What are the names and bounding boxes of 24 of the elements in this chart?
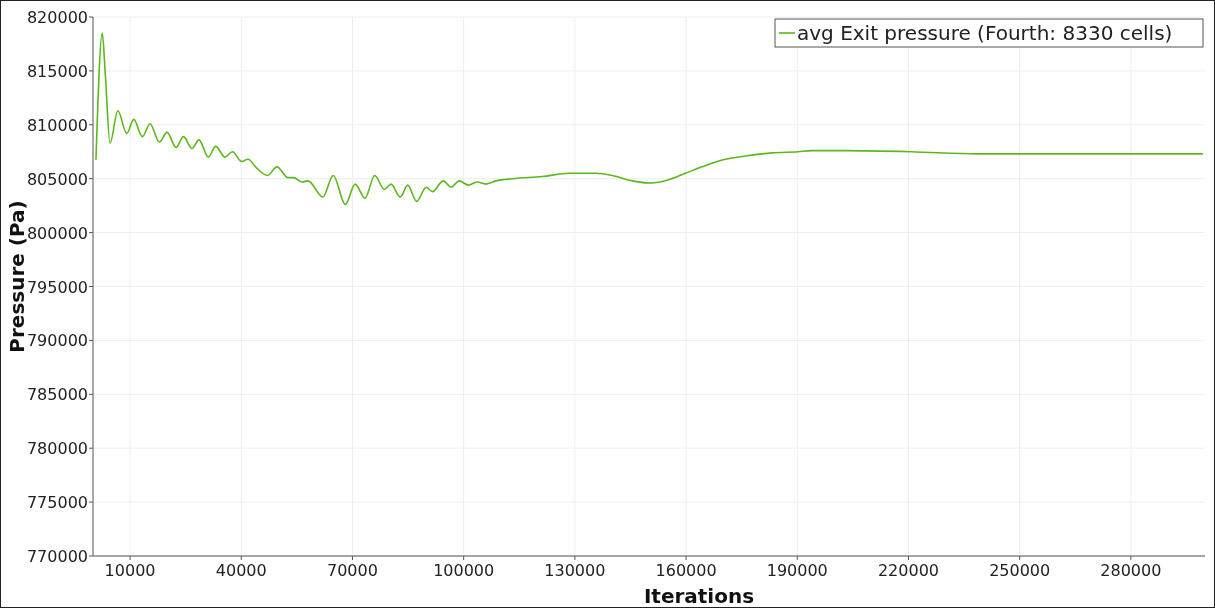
- x-tick-label: 40000: [215, 561, 267, 580]
- x-tick-label: 70000: [327, 561, 378, 580]
- y-tick-label: 795000: [26, 277, 88, 297]
- x-tick-label: 280000: [1100, 561, 1162, 580]
- y-tick-label: 790000: [26, 331, 88, 351]
- y-tick-label: 770000: [26, 547, 88, 566]
- y-tick-label: 810000: [26, 115, 88, 135]
- x-tick-label: 10000: [104, 561, 156, 580]
- y-axis-title: Pressure (Pa): [5, 200, 29, 353]
- x-tick-label: 190000: [766, 561, 828, 580]
- x-tick-label: 100000: [433, 561, 495, 580]
- y-tick-label: 800000: [26, 223, 88, 243]
- y-tick-label: 820000: [26, 8, 88, 27]
- y-tick-label: 775000: [26, 493, 88, 513]
- x-tick-label: 130000: [544, 561, 606, 580]
- y-tick-label: 785000: [26, 385, 88, 405]
- y-tick-label: 815000: [26, 61, 88, 81]
- y-tick-label: 780000: [26, 439, 88, 459]
- y-tick-label: 805000: [26, 169, 88, 189]
- x-tick-label: 160000: [655, 561, 717, 580]
- x-axis-title: Iterations: [643, 584, 755, 608]
- x-tick-label: 220000: [877, 561, 940, 580]
- x-tick-label: 250000: [989, 561, 1051, 580]
- legend-label: avg Exit pressure (Fourth: 8330 cells): [797, 21, 1173, 45]
